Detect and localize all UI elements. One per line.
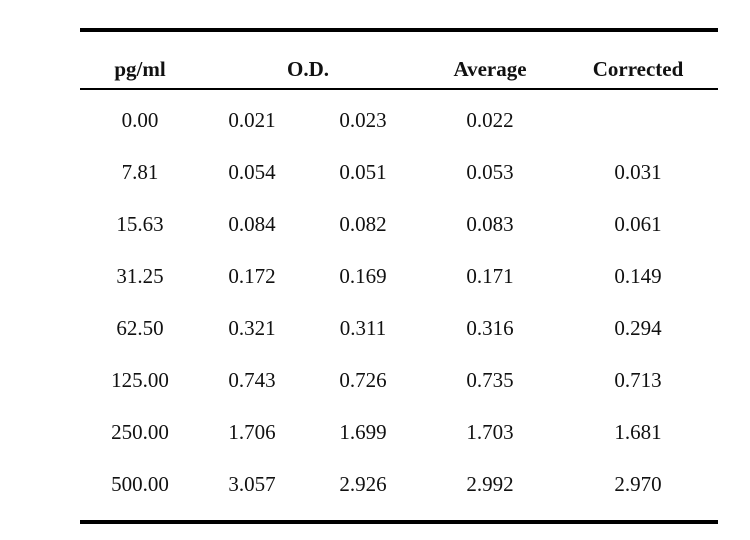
table-top-rule: [80, 28, 718, 32]
cell-concentration: 250.00: [111, 420, 169, 444]
table-bottom-rule: [80, 520, 718, 524]
cell-od-2: 0.726: [339, 368, 387, 392]
table-row: 500.00 3.057 2.926 2.992 2.970: [80, 462, 718, 514]
cell-od-1: 1.706: [228, 420, 276, 444]
table-row: 15.63 0.084 0.082 0.083 0.061: [80, 202, 718, 254]
cell-average: 0.735: [466, 368, 514, 392]
cell-average: 1.703: [466, 420, 514, 444]
cell-od-2: 0.082: [339, 212, 387, 236]
table-body: 0.00 0.021 0.023 0.022 7.81 0.054 0.051 …: [80, 98, 718, 514]
header-average: Average: [453, 57, 527, 81]
table-row: 0.00 0.021 0.023 0.022: [80, 98, 718, 150]
cell-concentration: 125.00: [111, 368, 169, 392]
cell-od-2: 0.051: [339, 160, 387, 184]
table-row: 7.81 0.054 0.051 0.053 0.031: [80, 150, 718, 202]
cell-concentration: 500.00: [111, 472, 169, 496]
cell-od-1: 0.321: [228, 316, 276, 340]
cell-average: 0.083: [466, 212, 514, 236]
table-row: 62.50 0.321 0.311 0.316 0.294: [80, 306, 718, 358]
header-concentration: pg/ml: [114, 57, 166, 81]
cell-concentration: 0.00: [121, 108, 159, 132]
cell-od-1: 0.021: [228, 108, 276, 132]
cell-od-1: 0.054: [228, 160, 276, 184]
cell-average: 0.316: [466, 316, 514, 340]
table-row: 250.00 1.706 1.699 1.703 1.681: [80, 410, 718, 462]
cell-average: 0.053: [466, 160, 514, 184]
table-header-row: pg/ml O.D. Average Corrected: [80, 32, 718, 88]
cell-od-1: 3.057: [228, 472, 276, 496]
cell-corrected: 0.713: [614, 368, 662, 392]
table-header-rule: [80, 88, 718, 90]
cell-od-2: 0.169: [339, 264, 387, 288]
cell-concentration: 15.63: [116, 212, 164, 236]
cell-corrected: 0.294: [614, 316, 662, 340]
cell-concentration: 31.25: [116, 264, 164, 288]
cell-corrected: 1.681: [614, 420, 662, 444]
cell-od-1: 0.743: [228, 368, 276, 392]
cell-average: 2.992: [466, 472, 514, 496]
cell-od-2: 0.023: [339, 108, 387, 132]
cell-average: 0.022: [466, 108, 514, 132]
cell-corrected: 2.970: [614, 472, 662, 496]
table-row: 125.00 0.743 0.726 0.735 0.713: [80, 358, 718, 410]
table-row: 31.25 0.172 0.169 0.171 0.149: [80, 254, 718, 306]
standard-curve-table: pg/ml O.D. Average Corrected 0.00 0.021 …: [80, 28, 718, 524]
header-corrected: Corrected: [592, 57, 684, 81]
cell-corrected: 0.149: [614, 264, 662, 288]
cell-concentration: 62.50: [116, 316, 164, 340]
cell-od-2: 1.699: [339, 420, 387, 444]
cell-average: 0.171: [466, 264, 514, 288]
cell-od-2: 2.926: [339, 472, 387, 496]
cell-od-2: 0.311: [339, 316, 387, 340]
cell-corrected: 0.061: [614, 212, 662, 236]
cell-concentration: 7.81: [121, 160, 159, 184]
cell-corrected: 0.031: [614, 160, 662, 184]
cell-od-1: 0.084: [228, 212, 276, 236]
cell-od-1: 0.172: [228, 264, 276, 288]
header-od: O.D.: [287, 57, 329, 81]
